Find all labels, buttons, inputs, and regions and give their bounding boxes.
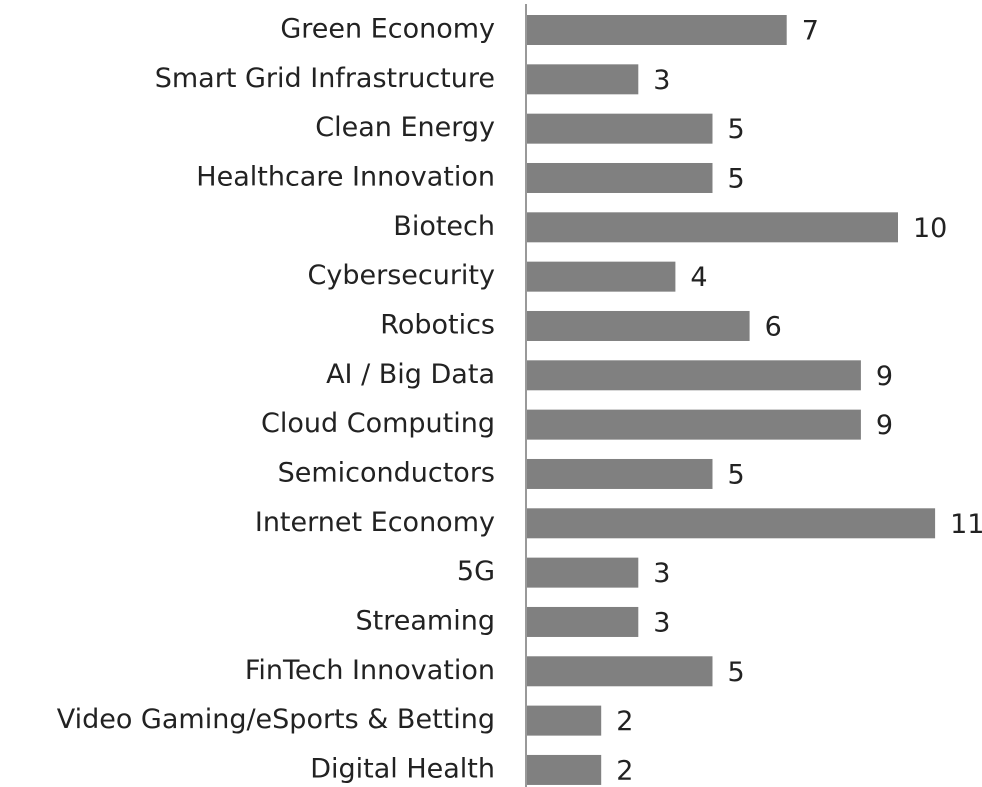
bar bbox=[527, 557, 639, 588]
bar bbox=[527, 261, 676, 292]
category-label: Semiconductors bbox=[278, 457, 495, 488]
value-label: 5 bbox=[728, 114, 745, 145]
category-label: Robotics bbox=[380, 309, 495, 340]
value-label: 7 bbox=[802, 16, 819, 47]
category-label: Healthcare Innovation bbox=[196, 161, 495, 192]
bar bbox=[527, 162, 713, 193]
bar bbox=[527, 754, 602, 785]
value-label: 2 bbox=[616, 755, 633, 786]
bar bbox=[527, 360, 861, 391]
bar bbox=[527, 64, 639, 95]
category-label: Smart Grid Infrastructure bbox=[155, 63, 495, 94]
category-label: Video Gaming/eSports & Betting bbox=[57, 704, 495, 735]
category-label: AI / Big Data bbox=[326, 359, 495, 390]
value-label: 3 bbox=[653, 65, 670, 96]
bar bbox=[527, 113, 713, 144]
bar bbox=[527, 15, 787, 45]
value-label: 5 bbox=[728, 459, 745, 490]
category-label: Cloud Computing bbox=[261, 408, 495, 439]
value-label: 4 bbox=[690, 262, 707, 293]
value-label: 6 bbox=[765, 311, 782, 342]
bar bbox=[527, 508, 936, 539]
value-label: 9 bbox=[876, 361, 893, 392]
value-label: 2 bbox=[616, 706, 633, 737]
category-label: Biotech bbox=[393, 211, 495, 242]
value-label: 3 bbox=[653, 607, 670, 638]
category-label: Green Economy bbox=[280, 14, 495, 45]
bar bbox=[527, 310, 750, 341]
value-label: 5 bbox=[728, 163, 745, 194]
category-label: Internet Economy bbox=[255, 507, 495, 538]
bar bbox=[527, 606, 639, 637]
category-label: FinTech Innovation bbox=[245, 655, 495, 686]
category-label: 5G bbox=[457, 556, 495, 587]
value-label: 10 bbox=[913, 213, 947, 244]
category-label: Digital Health bbox=[310, 753, 495, 784]
category-label: Cybersecurity bbox=[308, 260, 496, 291]
bar bbox=[527, 409, 861, 440]
value-label: 5 bbox=[728, 657, 745, 688]
bar bbox=[527, 705, 602, 736]
category-label: Streaming bbox=[356, 605, 495, 636]
value-label: 11 bbox=[950, 509, 982, 540]
bar bbox=[527, 458, 713, 489]
category-label: Clean Energy bbox=[315, 112, 495, 143]
bar bbox=[527, 212, 898, 243]
value-label: 9 bbox=[876, 410, 893, 441]
value-label: 3 bbox=[653, 558, 670, 589]
bar bbox=[527, 656, 713, 687]
